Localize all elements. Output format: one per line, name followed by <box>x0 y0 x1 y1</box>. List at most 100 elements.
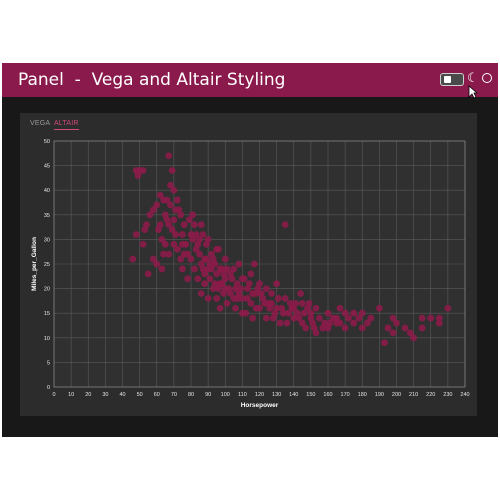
scatter-point <box>305 299 313 307</box>
page-title: Panel - Vega and Altair Styling <box>18 70 286 90</box>
scatter-point <box>185 216 193 224</box>
tab-altair[interactable]: ALTAIR <box>54 120 79 130</box>
y-tick-label: 40 <box>44 188 50 194</box>
scatter-point <box>209 255 217 263</box>
y-tick-label: 35 <box>44 213 50 219</box>
scatter-point <box>244 295 251 302</box>
scatter-point <box>316 314 323 322</box>
scatter-point <box>167 181 174 189</box>
scatter-point <box>238 309 246 317</box>
scatter-point <box>204 236 212 243</box>
x-tick-label: 170 <box>341 392 350 398</box>
scatter-point <box>297 290 304 297</box>
scatter-point <box>435 314 443 322</box>
scatter-point <box>257 290 265 297</box>
scatter-point <box>153 201 161 209</box>
scatter-point <box>216 265 224 273</box>
x-tick-label: 0 <box>52 392 55 398</box>
scatter-point <box>250 260 258 268</box>
x-tick-label: 40 <box>119 392 125 398</box>
scatter-point <box>218 280 226 288</box>
scatter-point <box>170 186 178 194</box>
x-tick-label: 100 <box>221 392 230 398</box>
scatter-point <box>345 314 352 322</box>
scatter-point <box>139 167 147 174</box>
scatter-point <box>149 255 157 263</box>
theme-toggle-switch[interactable] <box>440 73 464 86</box>
x-tick-label: 10 <box>68 392 74 398</box>
scatter-point <box>192 231 200 238</box>
scatter-point <box>196 250 203 258</box>
scatter-point <box>156 191 164 199</box>
scatter-point <box>144 270 152 278</box>
scatter-point <box>238 295 246 302</box>
scatter-point <box>273 280 281 288</box>
scatter-point <box>309 319 316 327</box>
y-tick-label: 0 <box>47 385 50 391</box>
scatter-point <box>249 290 257 297</box>
x-tick-label: 120 <box>255 392 264 398</box>
scatter-point <box>350 309 358 317</box>
scatter-point <box>165 152 173 160</box>
scatter-point <box>254 285 262 292</box>
scatter-point <box>247 270 255 278</box>
scatter-point <box>158 236 166 243</box>
scatter-point <box>180 250 188 258</box>
scatter-point <box>358 324 366 332</box>
scatter-point <box>180 221 188 229</box>
y-tick-label: 5 <box>47 360 50 366</box>
plot-border <box>53 140 466 388</box>
x-tick-label: 70 <box>171 392 177 398</box>
scatter-point <box>161 240 169 248</box>
scatter-point <box>132 231 140 238</box>
scatter-point <box>196 236 203 243</box>
x-axis-label: Horsepower <box>241 402 279 409</box>
toggle-knob <box>444 76 451 83</box>
scatter-point <box>197 221 205 229</box>
scatter-point <box>153 260 161 268</box>
scatter-point <box>302 324 310 332</box>
scatter-point <box>288 304 296 312</box>
scatter-point <box>168 226 176 233</box>
scatter-point <box>213 270 221 278</box>
x-tick-label: 220 <box>426 392 435 398</box>
scatter-point <box>427 314 435 322</box>
scatter-point <box>168 167 176 174</box>
scatter-point <box>203 255 210 263</box>
sun-icon[interactable] <box>482 73 492 83</box>
scatter-point <box>213 245 221 253</box>
scatter-point <box>149 206 157 214</box>
x-tick-label: 240 <box>460 392 469 398</box>
scatter-point <box>194 275 202 283</box>
scatter-point <box>191 265 198 273</box>
scatter-point <box>213 295 221 302</box>
scatter-point <box>172 231 179 238</box>
scatter-point <box>363 319 371 327</box>
scatter-point <box>179 231 186 238</box>
scatter-point <box>389 329 397 337</box>
scatter-point <box>143 221 150 229</box>
scatter-point <box>274 295 282 302</box>
scatter-point <box>221 285 229 292</box>
scatter-point <box>233 295 241 302</box>
scatter-point <box>268 290 275 297</box>
scatter-point <box>281 221 289 229</box>
scatter-point <box>281 295 289 302</box>
scatter-point <box>197 290 205 297</box>
scatter-point <box>223 299 231 307</box>
scatter-point <box>163 196 171 204</box>
scatter-point <box>410 334 418 342</box>
scatter-point <box>230 265 238 273</box>
scatter-point <box>298 319 306 327</box>
scatter-point <box>401 324 409 332</box>
scatter-point <box>341 309 349 317</box>
tab-vega[interactable]: VEGA <box>30 120 51 127</box>
scatter-point <box>187 255 195 263</box>
x-tick-label: 20 <box>85 392 91 398</box>
moon-icon[interactable]: ☾ <box>467 70 479 85</box>
y-tick-label: 45 <box>44 164 50 170</box>
scatter-point <box>160 250 168 258</box>
scatter-point <box>435 319 443 327</box>
x-tick-label: 50 <box>137 392 143 398</box>
scatter-point <box>292 299 299 307</box>
